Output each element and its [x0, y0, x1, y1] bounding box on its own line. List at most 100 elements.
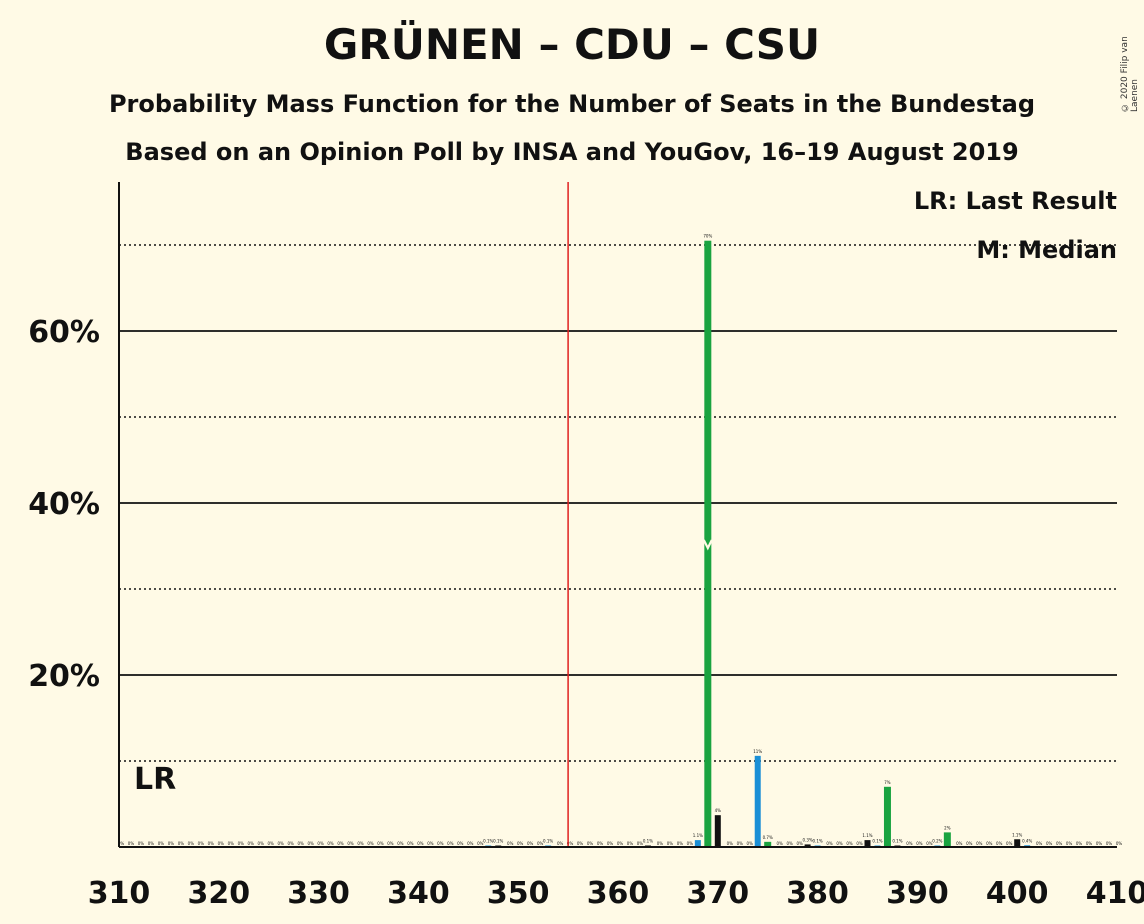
data-label-zero: 0% — [567, 841, 574, 846]
data-label-zero: 0% — [208, 841, 215, 846]
data-label-zero: 0% — [337, 841, 344, 846]
data-label-369: 70% — [703, 234, 712, 239]
bars — [485, 240, 1031, 847]
chart-subtitle-source: Based on an Opinion Poll by INSA and You… — [125, 138, 1019, 166]
data-label-zero: 0% — [377, 841, 384, 846]
data-label-zero: 0% — [158, 841, 165, 846]
data-label-zero: 0% — [327, 841, 334, 846]
data-label-zero: 0% — [517, 841, 524, 846]
data-label-387: 7% — [884, 780, 891, 785]
data-label-zero: 0% — [956, 841, 963, 846]
data-label-379: 0.3% — [803, 837, 813, 842]
data-label-380: 0.1% — [813, 839, 823, 844]
y-tick-label: 20% — [28, 659, 100, 694]
data-label-zero: 0% — [437, 841, 444, 846]
data-label-zero: 0% — [537, 841, 544, 846]
data-label-zero: 0% — [367, 841, 374, 846]
gridlines — [119, 244, 1117, 762]
last-result-marker: LR — [134, 762, 176, 797]
data-label-zero: 0% — [667, 841, 674, 846]
data-label-zero: 0% — [916, 841, 923, 846]
data-label-zero: 0% — [747, 841, 754, 846]
data-label-zero: 0% — [477, 841, 484, 846]
data-label-zero: 0% — [148, 841, 155, 846]
data-label-zero: 0% — [846, 841, 853, 846]
data-label-zero: 0% — [507, 841, 514, 846]
data-label-zero: 0% — [228, 841, 235, 846]
data-label-zero: 0% — [976, 841, 983, 846]
data-label-zero: 0% — [1096, 841, 1103, 846]
x-tick-label: 310 — [88, 876, 151, 911]
x-tick-label: 390 — [886, 876, 949, 911]
data-label-zero: 0% — [307, 841, 314, 846]
bar-seats-387 — [883, 786, 891, 847]
bar-seats-370 — [714, 815, 721, 847]
data-label-zero: 0% — [1006, 841, 1013, 846]
data-label-368: 1.1% — [693, 833, 703, 838]
x-tick-label: 410 — [1086, 876, 1144, 911]
data-label-zero: 0% — [836, 841, 843, 846]
data-label-zero: 0% — [527, 841, 534, 846]
x-tick-label: 370 — [686, 876, 749, 911]
data-label-zero: 0% — [118, 841, 125, 846]
data-label-348: 0.1% — [493, 839, 503, 844]
data-label-zero: 0% — [397, 841, 404, 846]
data-label-zero: 0% — [577, 841, 584, 846]
data-label-401: 0.4% — [1022, 838, 1032, 843]
bar-seats-368 — [694, 840, 701, 847]
data-label-zero: 0% — [926, 841, 933, 846]
data-label-zero: 0% — [1046, 841, 1053, 846]
data-label-zero: 0% — [287, 841, 294, 846]
data-label-zero: 0% — [826, 841, 833, 846]
data-label-zero: 0% — [188, 841, 195, 846]
data-label-zero: 0% — [986, 841, 993, 846]
data-label-zero: 0% — [317, 841, 324, 846]
data-label-zero: 0% — [786, 841, 793, 846]
chart-subtitle: Probability Mass Function for the Number… — [108, 90, 1036, 118]
data-label-zero: 0% — [457, 841, 464, 846]
x-tick-label: 330 — [287, 876, 350, 911]
data-label-zero: 0% — [1116, 841, 1123, 846]
data-label-400: 1.1% — [1012, 832, 1022, 837]
data-label-zero: 0% — [278, 841, 285, 846]
data-label-zero: 0% — [637, 841, 644, 846]
data-labels: 0% 0% 0% 0% 0% 0% 0% 0% 0% 0% 0% 0% 0% 0% 0% 0% 0% 0% 0% 0%… — [118, 234, 1123, 846]
data-label-zero: 0% — [447, 841, 454, 846]
data-label-zero: 0% — [1056, 841, 1063, 846]
data-label-363: 0.1% — [643, 839, 653, 844]
data-label-zero: 0% — [407, 841, 414, 846]
data-label-zero: 0% — [796, 841, 803, 846]
x-tick-label: 340 — [387, 876, 450, 911]
data-label-zero: 0% — [727, 841, 734, 846]
data-label-zero: 0% — [617, 841, 624, 846]
data-label-zero: 0% — [258, 841, 265, 846]
data-label-388: 0.1% — [892, 839, 902, 844]
data-label-zero: 0% — [1036, 841, 1043, 846]
data-label-zero: 0% — [677, 841, 684, 846]
data-label-zero: 0% — [1066, 841, 1073, 846]
median-marker — [702, 539, 713, 551]
data-label-370: 4% — [715, 808, 722, 813]
bar-seats-385 — [864, 840, 871, 847]
y-tick-label: 40% — [28, 487, 100, 522]
data-label-zero: 0% — [178, 841, 185, 846]
data-label-zero: 0% — [996, 841, 1003, 846]
data-label-zero: 0% — [607, 841, 614, 846]
data-label-374: 11% — [753, 749, 762, 754]
data-label-zero: 0% — [218, 841, 225, 846]
data-label-zero: 0% — [1106, 841, 1113, 846]
data-label-zero: 0% — [168, 841, 175, 846]
data-label-zero: 0% — [268, 841, 275, 846]
data-label-zero: 0% — [856, 841, 863, 846]
x-tick-label: 360 — [587, 876, 650, 911]
data-label-zero: 0% — [357, 841, 364, 846]
data-label-zero: 0% — [417, 841, 424, 846]
data-label-zero: 0% — [128, 841, 135, 846]
data-label-zero: 0% — [906, 841, 913, 846]
bar-seats-400 — [1014, 839, 1021, 847]
data-label-zero: 0% — [777, 841, 784, 846]
data-label-zero: 0% — [687, 841, 694, 846]
x-tick-label: 320 — [187, 876, 250, 911]
bar-seats-375 — [764, 841, 772, 847]
